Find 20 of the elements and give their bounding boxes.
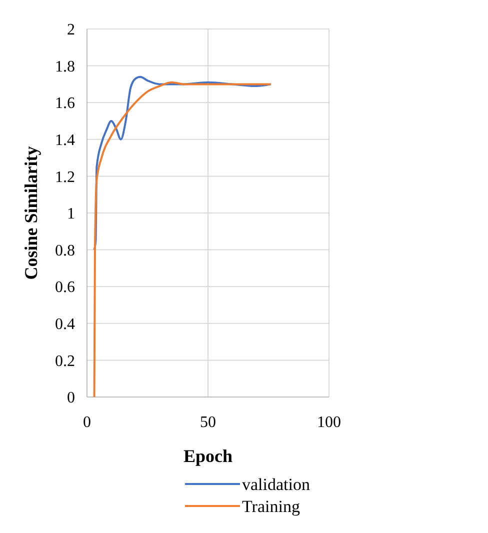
y-tick-label: 1.2 — [55, 168, 75, 186]
x-tick-label: 100 — [317, 414, 341, 431]
y-tick-label: 0.6 — [55, 279, 75, 296]
y-tick-label: 1 — [67, 206, 75, 223]
x-tick-label: 50 — [200, 414, 216, 431]
y-tick-label: 1.4 — [55, 132, 75, 149]
line-series — [93, 81, 272, 398]
y-tick-label: 1.8 — [55, 58, 75, 76]
y-tick-label: 0.4 — [55, 316, 75, 333]
y-tick-label: 0 — [67, 390, 75, 407]
y-axis-title: Cosine Similarity — [21, 146, 41, 280]
x-axis-title: Epoch — [183, 446, 233, 466]
y-tick-label: 0.2 — [55, 352, 75, 370]
y-tick-label: 2 — [67, 22, 75, 39]
legend-label: Training — [242, 496, 300, 516]
y-tick-label: 0.8 — [55, 242, 75, 260]
y-tick-label: 1.6 — [55, 95, 75, 112]
legend-label: validation — [242, 474, 310, 494]
x-tick-label: 0 — [83, 414, 91, 431]
line-series — [93, 76, 272, 251]
